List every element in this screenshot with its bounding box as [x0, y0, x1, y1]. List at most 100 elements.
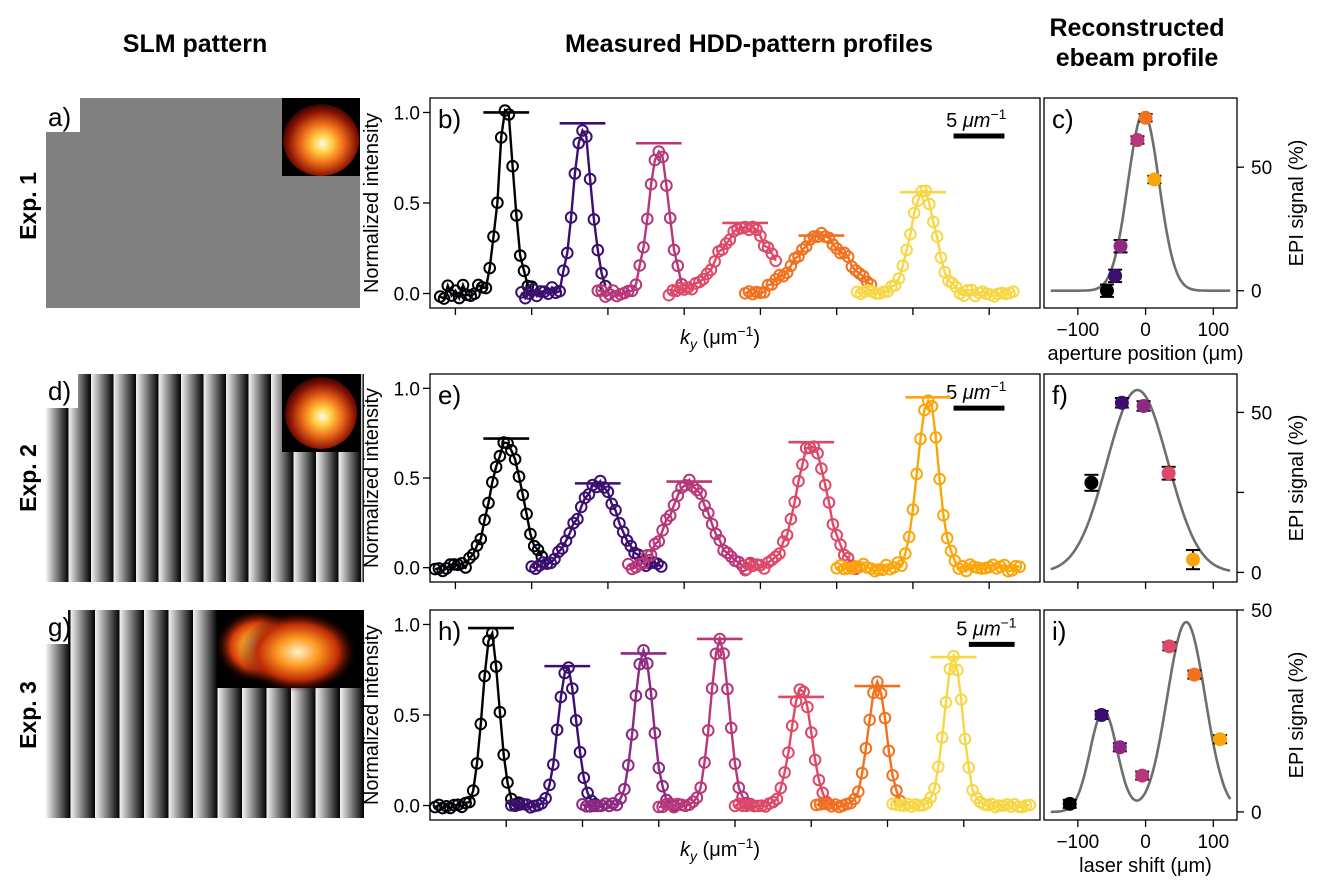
data-point-s5 — [852, 785, 865, 799]
data-point-s5 — [1007, 285, 1020, 299]
hdd-profile-chart-e: 0.0 0.5 1.0 Normalized intensity 5 μm−1 e) — [361, 373, 1041, 589]
data-point-s0 — [452, 291, 466, 305]
data-point-s5 — [927, 215, 940, 229]
data-point-s2 — [622, 758, 635, 772]
data-point-s0 — [517, 264, 531, 278]
y-tick-label: 0 — [1251, 803, 1262, 824]
data-point-s5 — [949, 280, 963, 294]
data-point-s2 — [663, 211, 677, 225]
panel-label-a: a) — [48, 102, 71, 132]
data-point-s5 — [890, 784, 903, 797]
data-point-s3 — [700, 267, 714, 281]
data-point-s0 — [470, 757, 484, 770]
data-point-s0 — [486, 475, 499, 489]
data-point-s0 — [493, 449, 507, 463]
data-point-s4 — [805, 726, 818, 739]
data-point-s0 — [444, 558, 457, 571]
slm-stripe — [248, 374, 271, 582]
data-point-s5 — [855, 766, 869, 780]
data-point-s3 — [652, 800, 666, 814]
panel-label-c: c) — [1052, 104, 1074, 134]
data-point-s3 — [754, 558, 767, 572]
data-point-s1 — [609, 503, 622, 517]
y-tick-label: 1.0 — [394, 615, 420, 636]
ebeam-profile-chart-i: 0 50 −100 0 100 EPI signal (%) laser shift (μm… — [1043, 601, 1308, 877]
data-point — [1136, 399, 1151, 413]
y-tick-label: 50 — [1251, 601, 1272, 622]
data-point-s6 — [962, 761, 976, 774]
series-line-s2 — [581, 645, 675, 808]
data-point-s0 — [483, 261, 497, 275]
data-point-s4 — [792, 250, 805, 263]
data-point-s1 — [566, 682, 579, 695]
data-point-s1 — [594, 474, 607, 488]
data-point-s0 — [531, 543, 545, 557]
data-point-s0 — [489, 460, 503, 474]
scale-bar-label: 5 μm−1 — [956, 614, 1016, 640]
slm-stripe-pattern-d — [46, 374, 364, 582]
slm-stripe — [168, 610, 193, 818]
data-point-s0 — [506, 159, 519, 173]
data-point-s2 — [660, 513, 673, 526]
data-point-s1 — [580, 130, 593, 143]
data-point-s1 — [573, 745, 587, 759]
data-point-s3 — [724, 721, 738, 735]
data-point-s3 — [822, 496, 836, 509]
data-point-s3 — [792, 474, 805, 488]
data-point-s6 — [951, 663, 964, 677]
slm-stripe — [95, 610, 120, 818]
data-point-s2 — [690, 483, 704, 497]
data-point-s0 — [447, 798, 461, 812]
data-point-s1 — [605, 497, 619, 511]
y-axis-label: EPI signal (%) — [1286, 415, 1308, 542]
beam-inset-a — [282, 98, 360, 176]
series-line-s1 — [511, 664, 597, 809]
data-point-s4 — [910, 467, 924, 481]
data-point-s0 — [493, 705, 507, 719]
data-point-s2 — [629, 278, 643, 292]
data-point-s1 — [543, 778, 556, 792]
series-line-s4 — [734, 687, 828, 808]
row-label-exp1: Exp. 1 — [15, 172, 41, 240]
data-point-s0 — [524, 527, 537, 541]
model-curve — [1050, 620, 1232, 814]
y-axis-label: Normalized intensity — [361, 625, 383, 805]
data-point-s0 — [497, 748, 511, 762]
panel-label-box — [46, 374, 78, 408]
data-point-s0 — [478, 669, 491, 683]
slm-stripe — [203, 374, 226, 582]
data-point-s4 — [1013, 560, 1027, 574]
data-point-s2 — [641, 212, 654, 226]
data-point-s4 — [940, 531, 954, 545]
data-point-s4 — [799, 240, 813, 253]
data-point — [1094, 708, 1109, 722]
plot-frame — [1043, 373, 1238, 583]
data-point-s2 — [663, 509, 677, 522]
y-tick-label: 50 — [1251, 403, 1272, 424]
data-point-s4 — [784, 259, 798, 273]
data-point-s2 — [591, 284, 605, 298]
data-point-s4 — [838, 246, 851, 260]
data-point-s4 — [812, 773, 826, 787]
panel-label-d: d) — [48, 376, 71, 406]
slm-stripe — [158, 374, 181, 582]
data-point-s2 — [625, 728, 639, 741]
beam-inset-d — [282, 374, 360, 452]
x-axis-label: ky (μm−1) — [680, 323, 760, 352]
title-measured-profiles: Measured HDD-pattern profiles — [565, 30, 933, 58]
data-point — [1099, 283, 1114, 298]
data-point-s0 — [489, 660, 503, 673]
series-line-s3 — [744, 445, 857, 571]
data-point-s0 — [520, 507, 533, 521]
data-point-s0 — [463, 551, 476, 565]
y-axis-label: Normalized intensity — [361, 388, 383, 568]
data-point-s5 — [882, 744, 896, 758]
data-point-s3 — [709, 647, 723, 661]
data-point-s4 — [777, 269, 790, 283]
series-line-s5 — [816, 678, 902, 809]
data-point-s4 — [937, 508, 950, 522]
data-point — [1135, 768, 1150, 783]
y-tick-label: 0.0 — [394, 285, 420, 306]
data-point-s5 — [874, 687, 888, 700]
panel-label-box — [46, 610, 68, 644]
